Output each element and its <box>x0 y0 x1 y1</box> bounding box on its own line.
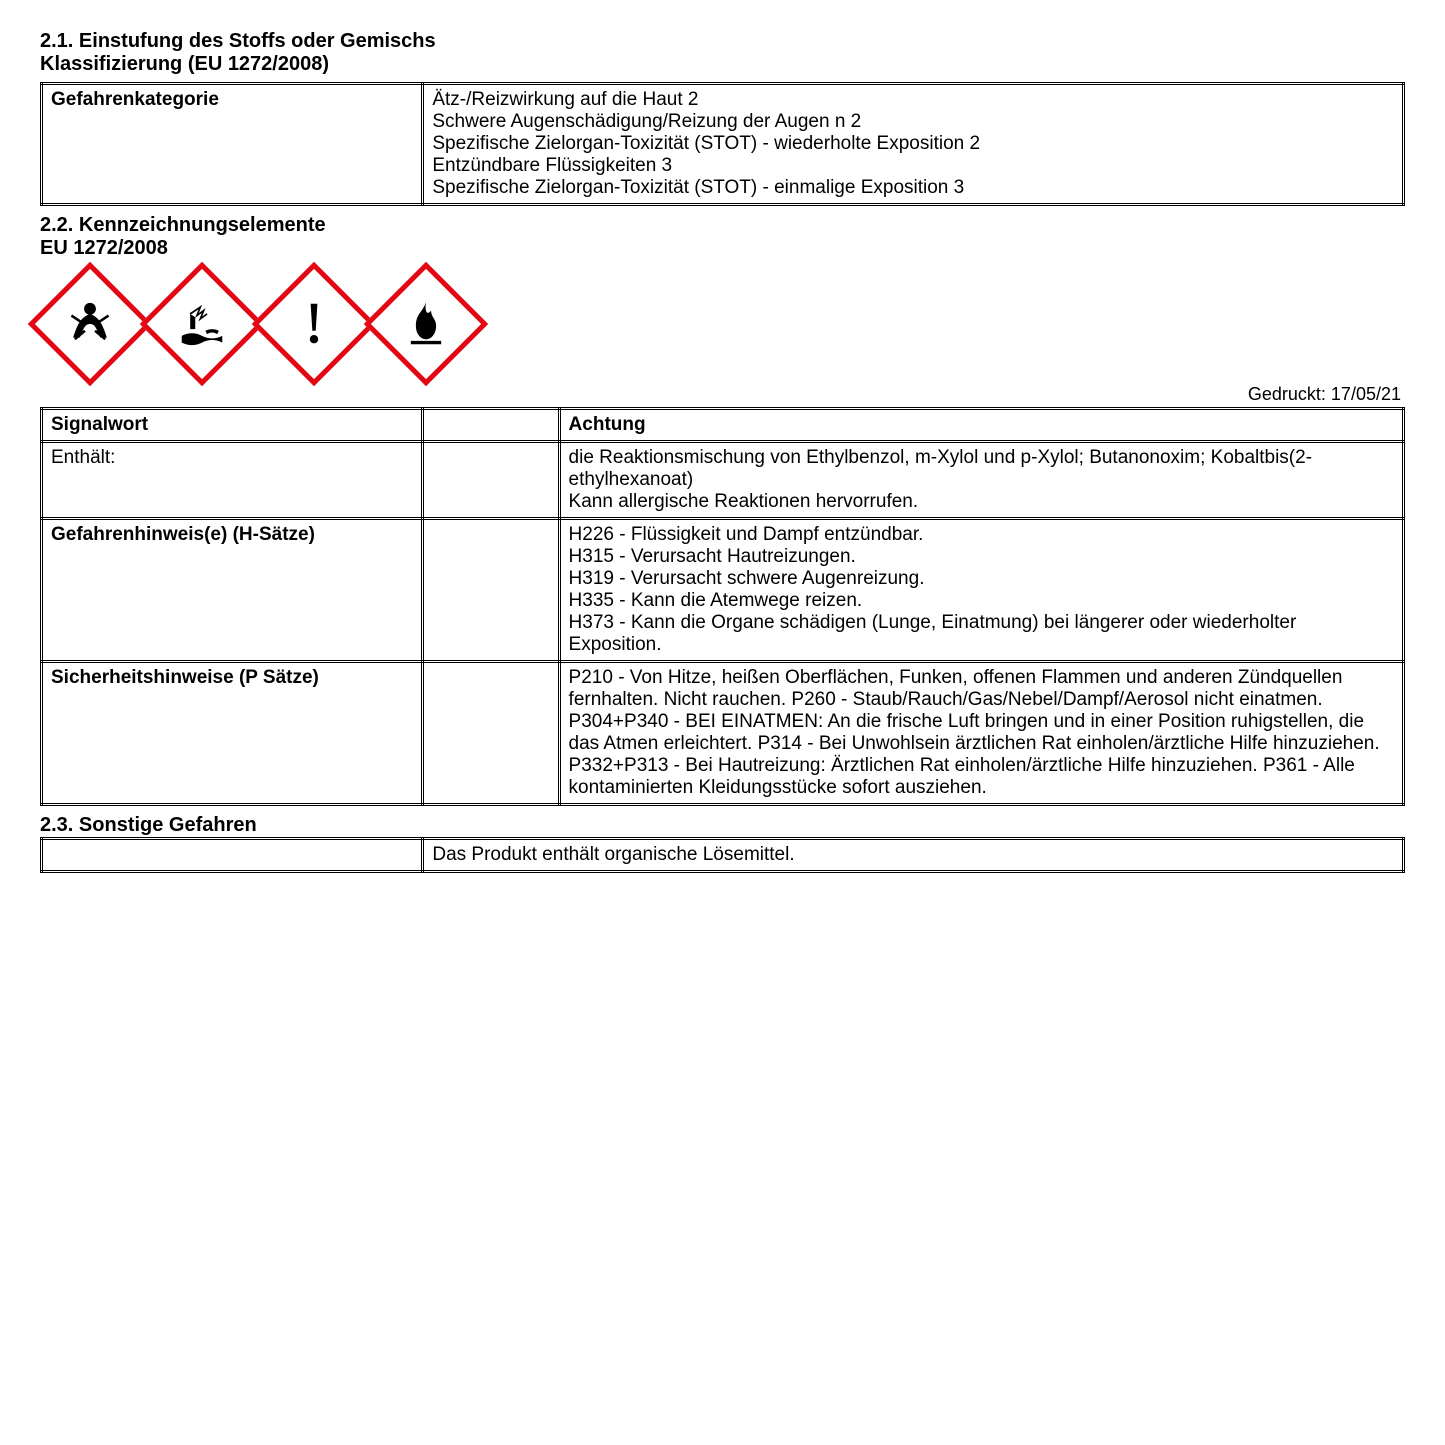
ghs-exclamation-icon <box>264 274 364 374</box>
h-statements-label: Gefahrenhinweis(e) (H-Sätze) <box>42 519 423 662</box>
table-row: Gefahrenhinweis(e) (H-Sätze) H226 - Flüs… <box>42 519 1404 662</box>
ghs-pictogram-row <box>40 274 1405 374</box>
labelling-table: Signalwort Achtung Enthält: die Reaktion… <box>40 407 1405 806</box>
other-hazards-table: Das Produkt enthält organische Lösemitte… <box>40 837 1405 873</box>
printed-date: Gedruckt: 17/05/21 <box>40 384 1401 405</box>
p-statements-label: Sicherheitshinweise (P Sätze) <box>42 662 423 805</box>
empty-cell <box>423 662 559 805</box>
section-2-2-regulation: EU 1272/2008 <box>40 237 1405 260</box>
h-statements-value: H226 - Flüssigkeit und Dampf entzündbar.… <box>559 519 1403 662</box>
table-row: Enthält: die Reaktionsmischung von Ethyl… <box>42 442 1404 519</box>
contains-value: die Reaktionsmischung von Ethylbenzol, m… <box>559 442 1403 519</box>
signalword-label: Signalwort <box>42 409 423 442</box>
table-row: Gefahrenkategorie Ätz-/Reizwirkung auf d… <box>42 84 1404 205</box>
section-2-3-title: 2.3. Sonstige Gefahren <box>40 814 1405 837</box>
ghs-environment-icon <box>152 274 252 374</box>
hazard-category-value: Ätz-/Reizwirkung auf die Haut 2 Schwere … <box>423 84 1404 205</box>
section-2-1-subtitle: Klassifizierung (EU 1272/2008) <box>40 53 1405 76</box>
p-statements-value: P210 - Von Hitze, heißen Oberflächen, Fu… <box>559 662 1403 805</box>
table-row: Das Produkt enthält organische Lösemitte… <box>42 839 1404 872</box>
empty-cell <box>423 519 559 662</box>
hazard-category-label: Gefahrenkategorie <box>42 84 423 205</box>
ghs-flame-icon <box>376 274 476 374</box>
classification-table: Gefahrenkategorie Ätz-/Reizwirkung auf d… <box>40 82 1405 206</box>
empty-cell <box>423 409 559 442</box>
contains-label: Enthält: <box>42 442 423 519</box>
section-2-1-title: 2.1. Einstufung des Stoffs oder Gemischs <box>40 30 1405 53</box>
other-hazards-value: Das Produkt enthält organische Lösemitte… <box>423 839 1404 872</box>
signalword-value: Achtung <box>559 409 1403 442</box>
ghs-health-hazard-icon <box>40 274 140 374</box>
empty-cell <box>42 839 423 872</box>
section-2-2-title: 2.2. Kennzeichnungselemente <box>40 214 1405 237</box>
table-row: Sicherheitshinweise (P Sätze) P210 - Von… <box>42 662 1404 805</box>
empty-cell <box>423 442 559 519</box>
table-row: Signalwort Achtung <box>42 409 1404 442</box>
